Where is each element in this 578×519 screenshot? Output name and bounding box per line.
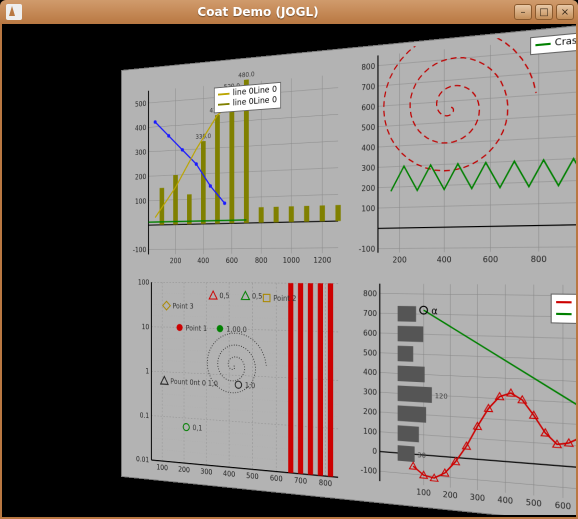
svg-text:200: 200 [443, 489, 458, 500]
svg-text:500: 500 [135, 99, 146, 108]
svg-text:300: 300 [363, 387, 377, 397]
svg-text:500: 500 [526, 497, 542, 508]
svg-text:0,5: 0,5 [252, 292, 263, 301]
svg-text:500: 500 [363, 348, 377, 358]
svg-text:300: 300 [361, 163, 375, 173]
svg-text:1,00,0: 1,00,0 [226, 325, 247, 334]
svg-text:Point 1: Point 1 [186, 324, 208, 333]
app-window: Coat Demo (JOGL) – □ × 20040060080010001… [0, 0, 578, 519]
svg-text:1: 1 [145, 367, 149, 376]
svg-text:600: 600 [363, 328, 377, 338]
svg-text:-100: -100 [133, 246, 147, 254]
svg-text:800: 800 [319, 478, 333, 488]
svg-text:100: 100 [138, 278, 149, 286]
svg-text:30: 30 [417, 451, 425, 460]
svg-text:600: 600 [270, 473, 283, 483]
svg-text:480.0: 480.0 [238, 70, 254, 79]
svg-text:10: 10 [142, 323, 150, 332]
svg-text:120: 120 [435, 392, 448, 401]
svg-text:200: 200 [170, 256, 182, 264]
gl-viewport[interactable]: 20040060080010001200-1001002003004005003… [2, 24, 576, 515]
svg-text:400: 400 [361, 143, 375, 153]
svg-text:300: 300 [470, 492, 485, 503]
svg-text:200: 200 [393, 255, 408, 264]
svg-text:Point 3: Point 3 [173, 302, 194, 311]
svg-text:700: 700 [361, 82, 375, 92]
chart-bottom-left: 100 200 300 400 500 600 700 800 100 10 1 0.1 0.01 0,5… [122, 273, 345, 498]
chart-top-left: 200 400 600 800 1000 1200 -100 100 200 300 400 500 3… [122, 49, 345, 274]
svg-text:400: 400 [437, 255, 452, 265]
app-icon [6, 4, 22, 20]
close-button[interactable]: × [556, 4, 574, 20]
svg-text:600: 600 [555, 500, 572, 512]
svg-text:α: α [431, 306, 437, 318]
svg-text:200: 200 [363, 407, 377, 417]
svg-text:600: 600 [483, 254, 499, 264]
svg-text:100: 100 [416, 487, 431, 498]
svg-text:1,0: 1,0 [245, 381, 256, 390]
svg-text:800: 800 [363, 289, 377, 298]
minimize-button[interactable]: – [514, 4, 532, 20]
svg-text:100: 100 [156, 463, 168, 472]
svg-text:600: 600 [361, 102, 375, 112]
svg-text:200: 200 [178, 465, 190, 475]
svg-text:300: 300 [200, 467, 212, 477]
window-controls: – □ × [514, 4, 574, 20]
svg-text:-100: -100 [359, 244, 376, 253]
svg-text:400: 400 [223, 469, 235, 479]
svg-text:800: 800 [531, 254, 547, 264]
svg-text:1200: 1200 [313, 255, 331, 264]
svg-text:100: 100 [363, 426, 377, 436]
svg-text:0,1: 0,1 [192, 424, 202, 433]
svg-text:200: 200 [135, 172, 146, 181]
svg-text:0.01: 0.01 [136, 455, 149, 465]
svg-text:1000: 1000 [283, 256, 300, 265]
chart-top-right: 2004006008001,000-1001002003004005006007… [345, 24, 576, 274]
window-title: Coat Demo (JOGL) [2, 5, 514, 19]
chart-bottom-right: 100 200 300 400 500 600 700 -100 0 100 200 300 400 50… [345, 274, 576, 515]
svg-text:500: 500 [361, 123, 375, 133]
svg-text:-100: -100 [361, 465, 378, 476]
svg-text:330.0: 330.0 [196, 132, 212, 141]
svg-text:600: 600 [226, 256, 238, 265]
window-titlebar[interactable]: Coat Demo (JOGL) – □ × [0, 0, 578, 24]
svg-text:500: 500 [246, 471, 259, 481]
svg-text:0.1: 0.1 [140, 411, 150, 420]
svg-text:100: 100 [135, 197, 146, 206]
maximize-button[interactable]: □ [535, 4, 553, 20]
svg-text:400: 400 [497, 495, 513, 506]
svg-text:800: 800 [361, 62, 375, 72]
svg-text:800: 800 [255, 256, 268, 265]
svg-text:400: 400 [135, 124, 146, 133]
svg-text:200: 200 [361, 183, 375, 193]
svg-text:400: 400 [363, 368, 377, 378]
legend-br: M. LineL. till L. [551, 294, 576, 325]
svg-text:700: 700 [294, 476, 307, 486]
legend-tl: line 0Line 0line 0Line 0 [214, 82, 281, 113]
svg-text:400: 400 [197, 256, 209, 265]
svg-text:100: 100 [361, 204, 375, 214]
svg-text:300: 300 [135, 148, 146, 157]
svg-text:0: 0 [372, 447, 377, 457]
svg-text:Point 2: Point 2 [273, 294, 296, 303]
svg-text:700: 700 [363, 309, 377, 318]
svg-text:Pount 0nt 0 1,0: Pount 0nt 0 1,0 [170, 377, 218, 388]
chart-panel-3d: 20040060080010001200-1001002003004005003… [122, 24, 576, 515]
svg-text:0,5: 0,5 [219, 292, 229, 301]
